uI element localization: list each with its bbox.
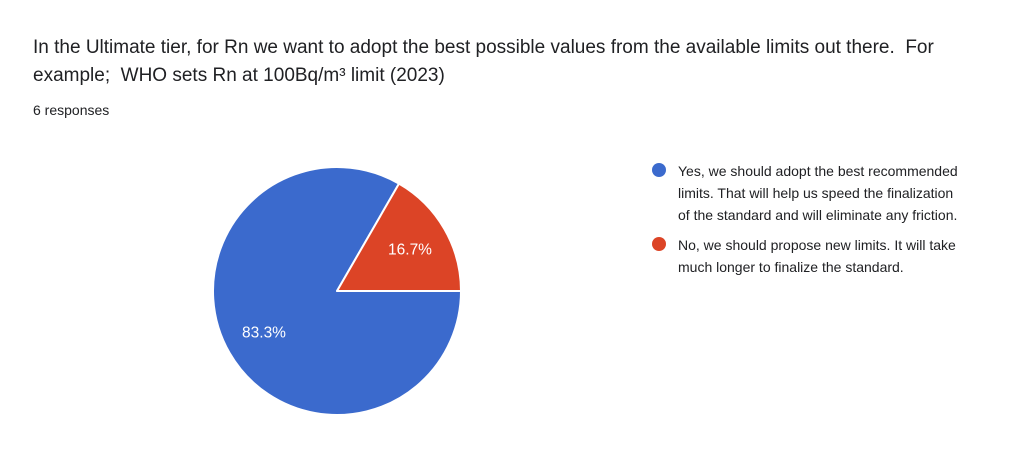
question-title: In the Ultimate tier, for Rn we want to … (33, 37, 940, 86)
responses-count: 6 responses (33, 102, 110, 118)
chart-legend: Yes, we should adopt the best recommende… (652, 160, 958, 286)
legend-label-no: No, we should propose new limits. It wil… (678, 237, 956, 275)
pie-label-yes-percent: 83.3% (242, 325, 286, 342)
legend-dot-icon (652, 163, 666, 177)
legend-item-no: No, we should propose new limits. It wil… (652, 234, 958, 278)
legend-dot-icon (652, 237, 666, 251)
pie-label-no-percent: 16.7% (388, 242, 432, 259)
legend-label-yes: Yes, we should adopt the best recommende… (678, 163, 958, 223)
legend-item-yes: Yes, we should adopt the best recommende… (652, 160, 958, 226)
pie-slice-no[interactable] (336, 182, 462, 292)
pie-chart: 83.3% 16.7% (212, 166, 462, 417)
